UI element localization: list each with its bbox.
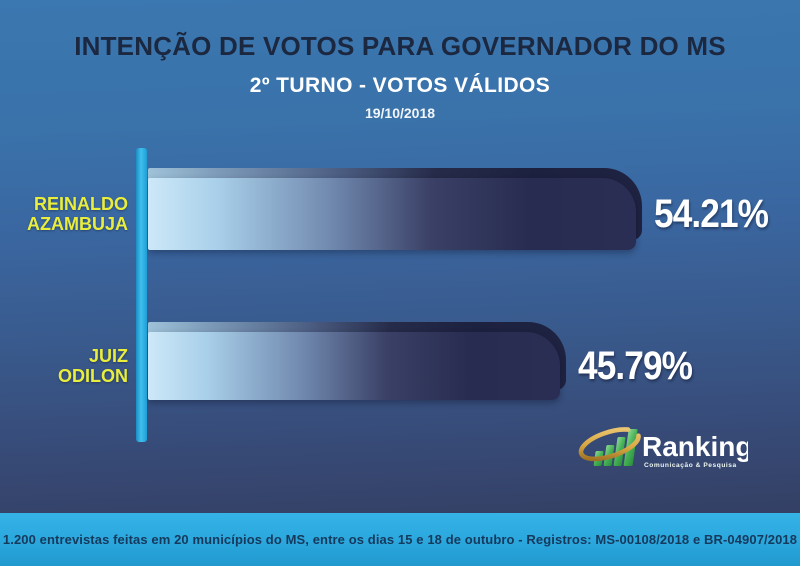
bar-fill bbox=[148, 332, 560, 400]
chart-subtitle: 2º TURNO - VOTOS VÁLIDOS bbox=[249, 74, 551, 97]
methodology-text: 1.200 entrevistas feitas em 20 município… bbox=[2, 532, 798, 547]
candidate-label: JUIZ ODILON bbox=[58, 346, 128, 386]
logo-brand-text: Ranking bbox=[642, 431, 748, 462]
chart-axis-bar bbox=[136, 148, 147, 442]
candidate-label: REINALDO AZAMBUJA bbox=[27, 194, 128, 234]
survey-date: 19/10/2018 bbox=[364, 105, 436, 121]
bar-fill bbox=[148, 178, 636, 250]
ranking-logo: Ranking Comunicação & Pesquisa bbox=[578, 420, 752, 481]
bar-chart-swoosh-icon: Ranking Comunicação & Pesquisa bbox=[578, 427, 752, 469]
page-title: INTENÇÃO DE VOTOS PARA GOVERNADOR DO MS bbox=[74, 31, 726, 61]
logo-tagline-text: Comunicação & Pesquisa bbox=[644, 462, 737, 469]
percentage-value: 54.21% bbox=[654, 191, 769, 236]
percentage-value: 45.79% bbox=[578, 343, 693, 388]
footer-bar: 1.200 entrevistas feitas em 20 município… bbox=[0, 513, 800, 566]
